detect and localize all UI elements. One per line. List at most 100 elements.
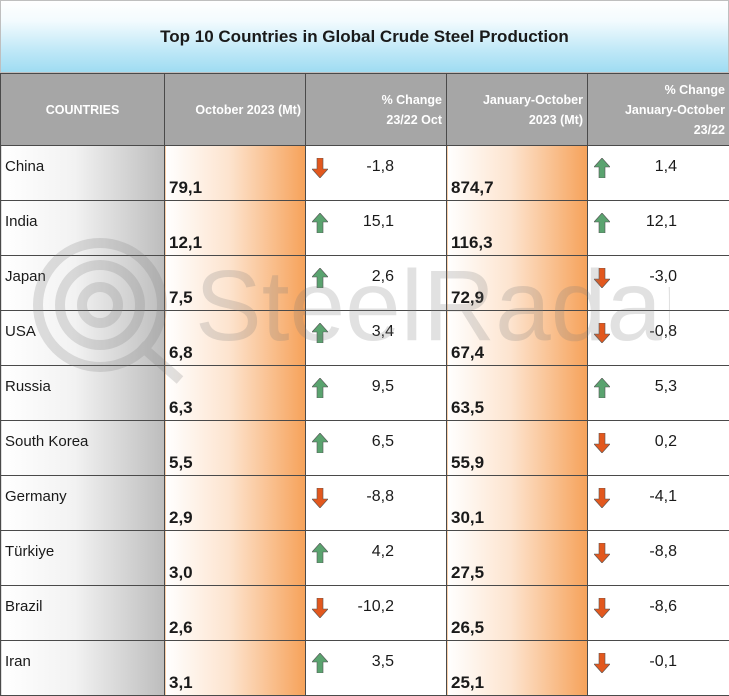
october-production-cell: 2,9 (165, 476, 306, 531)
october-change-cell: -10,2 (306, 586, 447, 641)
table-row: Türkiye 3,0 4,2 27,5-8,8 (1, 531, 729, 586)
steel-production-table-figure: Top 10 Countries in Global Crude Steel P… (0, 0, 729, 566)
arrow-up-icon (312, 268, 328, 288)
jan-oct-production-value: 63,5 (451, 398, 484, 417)
header-countries: COUNTRIES (1, 74, 165, 146)
country-cell: Türkiye (1, 531, 165, 586)
country-name: South Korea (5, 433, 88, 450)
jan-oct-change-value: -3,0 (649, 268, 677, 286)
october-production-value: 2,9 (169, 508, 193, 527)
country-name: Japan (5, 268, 46, 285)
jan-oct-production-cell: 55,9 (447, 421, 588, 476)
october-change-value: -1,8 (366, 158, 394, 176)
jan-oct-change-cell: -4,1 (588, 476, 729, 531)
country-name: Russia (5, 378, 51, 395)
arrow-up-icon (312, 378, 328, 398)
arrow-down-icon (594, 488, 610, 508)
october-production-cell: 3,0 (165, 531, 306, 586)
header-october-2023: October 2023 (Mt) (165, 74, 306, 146)
october-production-value: 2,6 (169, 618, 193, 637)
country-cell: USA (1, 311, 165, 366)
october-production-value: 3,1 (169, 673, 193, 692)
table-row: Iran 3,1 3,5 25,1 -0,1 (1, 641, 729, 696)
arrow-down-icon (312, 598, 328, 618)
jan-oct-production-cell: 25,1 (447, 641, 588, 696)
arrow-down-icon (594, 268, 610, 288)
jan-oct-production-value: 67,4 (451, 343, 484, 362)
october-production-cell: 79,1 (165, 146, 306, 201)
arrow-down-icon (594, 598, 610, 618)
arrow-down-icon (594, 543, 610, 563)
table-row: South Korea 5,5 6,5 55,9 0,2 (1, 421, 729, 476)
jan-oct-change-cell: 0,2 (588, 421, 729, 476)
jan-oct-change-cell: 5,3 (588, 366, 729, 421)
october-change-value: 3,5 (372, 653, 394, 671)
country-name: USA (5, 323, 36, 340)
october-production-cell: 6,3 (165, 366, 306, 421)
country-cell: India (1, 201, 165, 256)
jan-oct-change-value: 1,4 (655, 158, 677, 176)
october-production-value: 5,5 (169, 453, 193, 472)
jan-oct-change-value: 12,1 (646, 213, 677, 231)
arrow-up-icon (594, 213, 610, 233)
country-cell: Russia (1, 366, 165, 421)
jan-oct-production-value: 72,9 (451, 288, 484, 307)
jan-oct-change-cell: -0,1 (588, 641, 729, 696)
jan-oct-production-value: 874,7 (451, 178, 494, 197)
country-name: Iran (5, 653, 31, 670)
jan-oct-change-value: -0,8 (649, 323, 677, 341)
jan-oct-production-value: 25,1 (451, 673, 484, 692)
country-name: China (5, 158, 44, 175)
october-production-cell: 7,5 (165, 256, 306, 311)
arrow-down-icon (594, 323, 610, 343)
jan-oct-change-value: -0,1 (649, 653, 677, 671)
october-change-value: 6,5 (372, 433, 394, 451)
table-row: Russia 6,3 9,5 63,5 5,3 (1, 366, 729, 421)
october-production-value: 6,3 (169, 398, 193, 417)
october-production-cell: 3,1 (165, 641, 306, 696)
october-production-value: 7,5 (169, 288, 193, 307)
october-change-cell: -8,8 (306, 476, 447, 531)
country-cell: Germany (1, 476, 165, 531)
table-title: Top 10 Countries in Global Crude Steel P… (0, 0, 729, 73)
jan-oct-change-value: -8,6 (649, 598, 677, 616)
october-change-cell: 2,6 (306, 256, 447, 311)
october-production-value: 79,1 (169, 178, 202, 197)
arrow-down-icon (594, 433, 610, 453)
jan-oct-change-value: 0,2 (655, 433, 677, 451)
country-cell: Brazil (1, 586, 165, 641)
jan-oct-change-cell: -8,6 (588, 586, 729, 641)
october-change-value: 9,5 (372, 378, 394, 396)
october-change-cell: 3,4 (306, 311, 447, 366)
october-change-cell: 9,5 (306, 366, 447, 421)
country-name: Türkiye (5, 543, 54, 560)
october-change-value: 4,2 (372, 543, 394, 561)
jan-oct-change-cell: 1,4 (588, 146, 729, 201)
october-production-value: 6,8 (169, 343, 193, 362)
table-row: USA 6,8 3,4 67,4 -0,8 (1, 311, 729, 366)
jan-oct-production-cell: 27,5 (447, 531, 588, 586)
country-name: Brazil (5, 598, 43, 615)
jan-oct-production-value: 30,1 (451, 508, 484, 527)
arrow-down-icon (312, 158, 328, 178)
arrow-down-icon (312, 488, 328, 508)
arrow-up-icon (594, 158, 610, 178)
october-change-cell: 3,5 (306, 641, 447, 696)
arrow-up-icon (312, 653, 328, 673)
october-change-value: -8,8 (366, 488, 394, 506)
jan-oct-change-cell: -8,8 (588, 531, 729, 586)
october-production-cell: 12,1 (165, 201, 306, 256)
jan-oct-production-cell: 26,5 (447, 586, 588, 641)
october-change-value: 3,4 (372, 323, 394, 341)
arrow-down-icon (594, 653, 610, 673)
jan-oct-change-value: 5,3 (655, 378, 677, 396)
october-change-value: 2,6 (372, 268, 394, 286)
country-cell: Japan (1, 256, 165, 311)
jan-oct-production-value: 26,5 (451, 618, 484, 637)
